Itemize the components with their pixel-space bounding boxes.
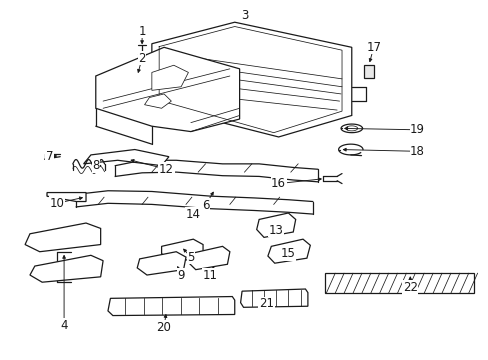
Text: 19: 19 bbox=[409, 123, 424, 136]
Polygon shape bbox=[256, 213, 295, 237]
Text: 7: 7 bbox=[45, 150, 53, 163]
Polygon shape bbox=[108, 297, 234, 316]
Polygon shape bbox=[325, 273, 473, 293]
Text: 10: 10 bbox=[49, 197, 64, 210]
Polygon shape bbox=[144, 94, 171, 108]
Text: 16: 16 bbox=[270, 177, 285, 190]
Polygon shape bbox=[267, 239, 310, 263]
Polygon shape bbox=[47, 193, 86, 202]
Polygon shape bbox=[152, 65, 188, 90]
Text: 18: 18 bbox=[409, 145, 424, 158]
Polygon shape bbox=[188, 246, 229, 270]
Text: 1: 1 bbox=[138, 25, 145, 38]
Polygon shape bbox=[240, 289, 307, 307]
Text: 12: 12 bbox=[159, 163, 174, 176]
Text: 13: 13 bbox=[268, 224, 283, 237]
Polygon shape bbox=[161, 239, 203, 262]
Text: 15: 15 bbox=[281, 247, 295, 260]
Polygon shape bbox=[30, 255, 103, 282]
Polygon shape bbox=[363, 65, 373, 78]
Polygon shape bbox=[137, 252, 185, 275]
Text: 8: 8 bbox=[92, 159, 99, 172]
Text: 17: 17 bbox=[366, 41, 381, 54]
Text: 11: 11 bbox=[203, 269, 218, 282]
Text: 20: 20 bbox=[156, 320, 171, 333]
Text: 3: 3 bbox=[240, 9, 248, 22]
Polygon shape bbox=[96, 47, 239, 132]
Text: 9: 9 bbox=[177, 269, 184, 282]
Polygon shape bbox=[152, 22, 351, 137]
Polygon shape bbox=[25, 223, 101, 252]
Text: 22: 22 bbox=[402, 281, 417, 294]
Text: 2: 2 bbox=[138, 51, 145, 64]
Text: 4: 4 bbox=[60, 319, 68, 332]
Text: 14: 14 bbox=[185, 208, 201, 221]
Polygon shape bbox=[83, 149, 168, 166]
Text: 6: 6 bbox=[202, 199, 209, 212]
Text: 5: 5 bbox=[187, 251, 194, 264]
Text: 21: 21 bbox=[259, 297, 273, 310]
